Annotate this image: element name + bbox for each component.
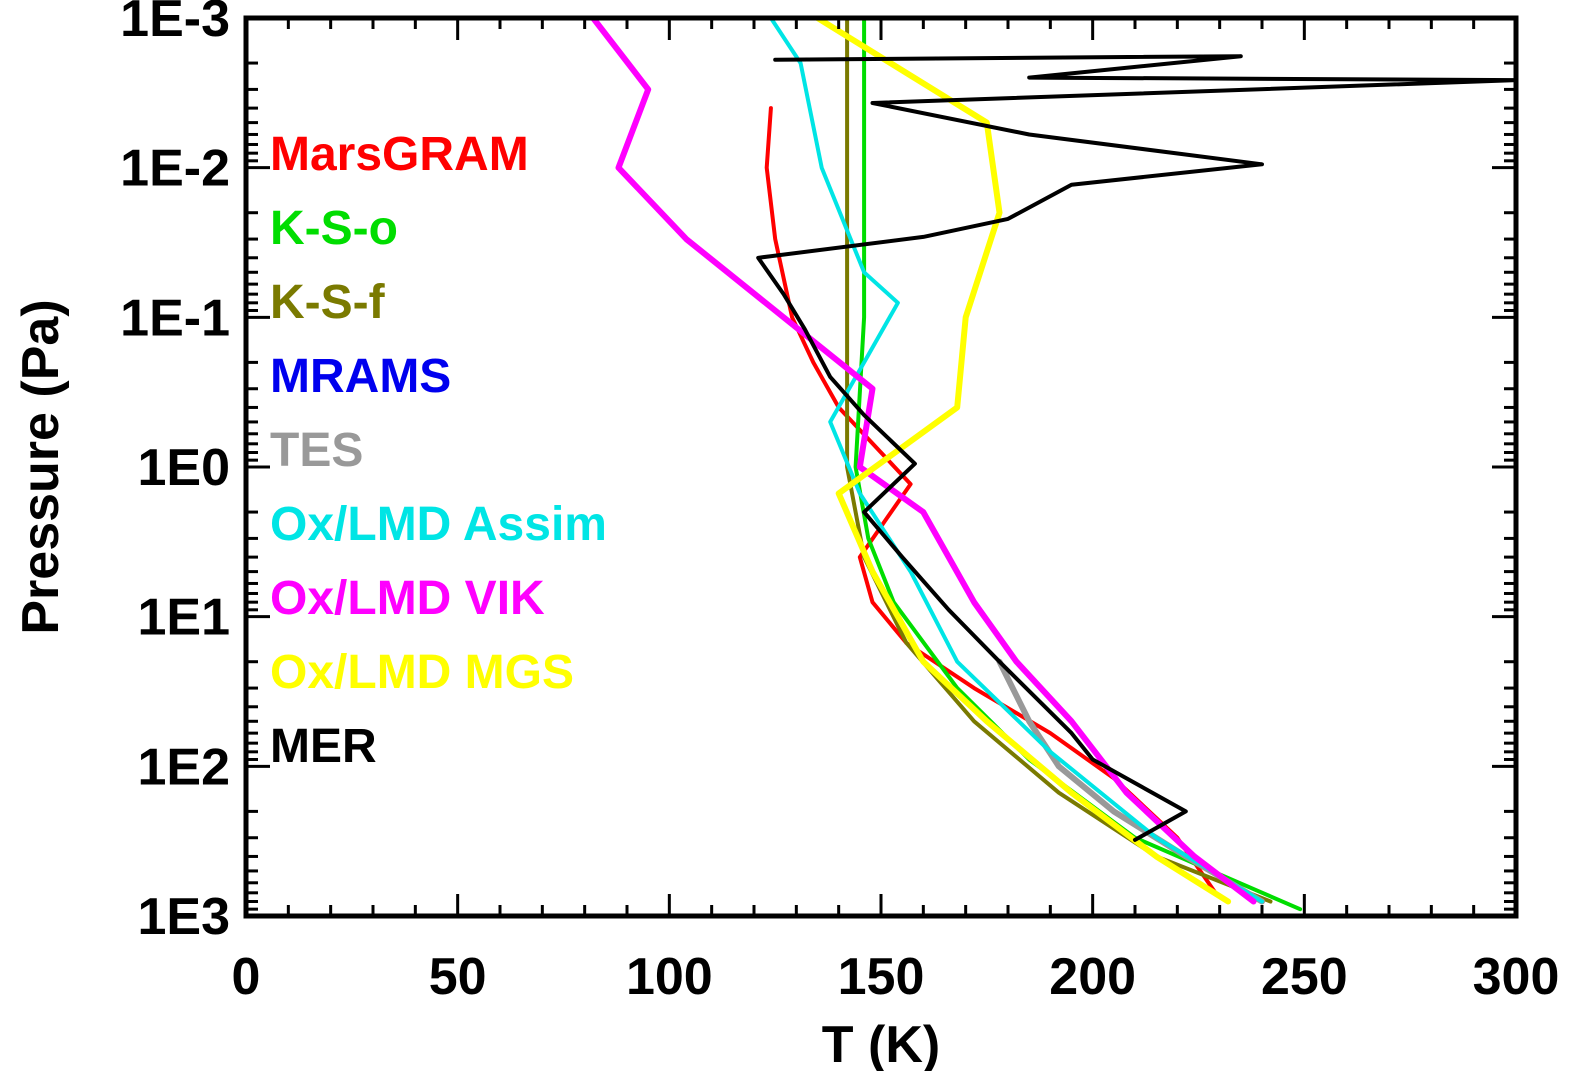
legend-entry: TES	[270, 424, 363, 477]
series-line-mer	[756, 54, 1516, 842]
legend-entry: MRAMS	[270, 350, 451, 403]
x-tick-labels: 0 50 100 150 200 250 300	[232, 948, 1560, 1006]
x-tick-label: 200	[1049, 948, 1136, 1006]
series-line-ox-lmd-vik	[590, 18, 1257, 905]
y-tick-label: 1E-2	[120, 140, 230, 198]
y-tick-label: 1E-1	[120, 289, 230, 347]
x-tick-label: 300	[1473, 948, 1560, 1006]
y-tick-label: 1E-3	[120, 0, 230, 48]
x-tick-label: 0	[232, 948, 261, 1006]
series-line-marsgram	[764, 106, 1218, 895]
legend-entry: K-S-f	[270, 276, 386, 329]
x-tick-label: 150	[838, 948, 925, 1006]
x-tick-label: 250	[1261, 948, 1348, 1006]
y-tick-label: 1E2	[137, 738, 230, 796]
y-tick-label: 1E3	[137, 888, 230, 946]
x-tick-label: 50	[429, 948, 487, 1006]
y-tick-labels: 1E-3 1E-2 1E-1 1E0 1E1 1E2 1E3	[120, 0, 230, 946]
legend-entry: Ox/LMD Assim	[270, 498, 607, 551]
y-axis-title: Pressure (Pa)	[12, 299, 70, 634]
series-layer	[590, 18, 1516, 912]
legend-entry: MER	[270, 720, 377, 773]
series-line-ox-lmd-assim	[768, 18, 1264, 904]
legend-entry: Ox/LMD VIK	[270, 572, 545, 625]
y-tick-label: 1E0	[137, 439, 230, 497]
series-line-ox-lmd-mgs	[814, 18, 1232, 905]
tick-layer	[244, 16, 1518, 918]
legend-entry: MarsGRAM	[270, 128, 529, 181]
x-tick-label: 100	[626, 948, 713, 1006]
legend: MarsGRAM K-S-o K-S-f MRAMS TES Ox/LMD Assim Ox…	[270, 128, 607, 773]
legend-entry: K-S-o	[270, 202, 398, 255]
x-axis-title: T (K)	[822, 1016, 940, 1071]
legend-entry: Ox/LMD MGS	[270, 646, 574, 699]
y-tick-label: 1E1	[137, 589, 230, 647]
